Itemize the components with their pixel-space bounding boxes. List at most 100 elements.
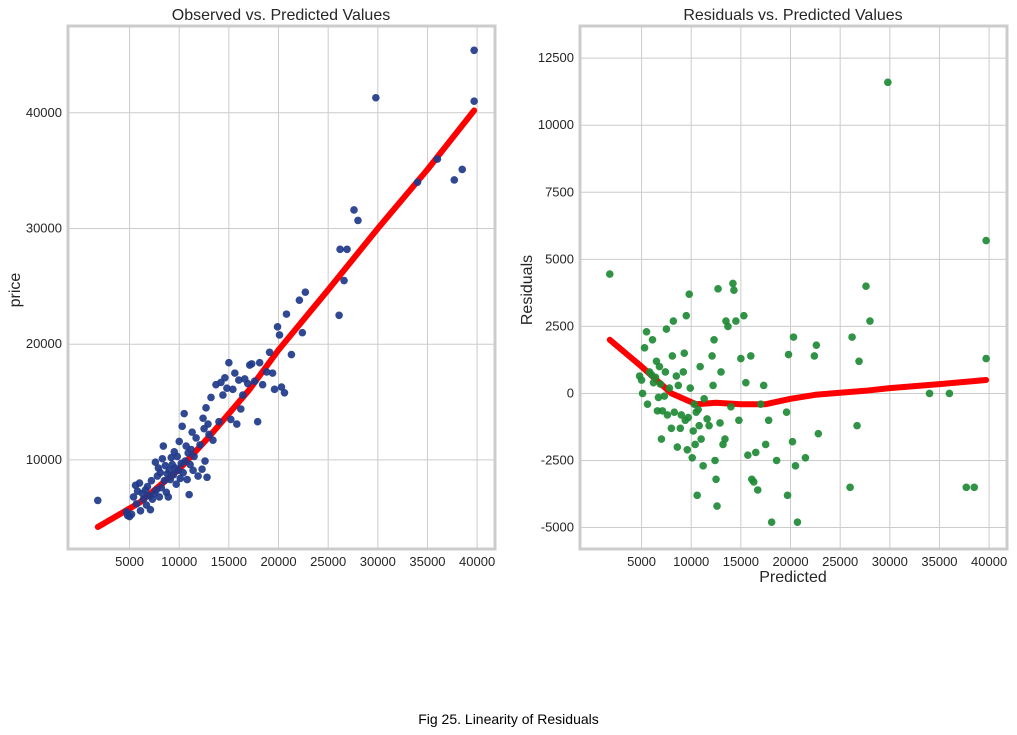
data-point: [783, 491, 792, 500]
data-point: [643, 400, 652, 408]
data-point: [605, 270, 614, 278]
data-point: [721, 435, 729, 443]
gridlines: [68, 26, 495, 549]
x-tick-label: 25000: [310, 554, 346, 569]
data-point: [175, 437, 184, 446]
data-point: [848, 333, 856, 341]
data-point: [759, 381, 768, 390]
data-point: [209, 436, 217, 445]
data-point: [93, 496, 102, 505]
y-tick-label: 5000: [545, 251, 574, 266]
data-point: [782, 408, 791, 417]
data-point: [201, 457, 209, 465]
data-point: [735, 416, 743, 425]
data-point: [132, 500, 141, 508]
data-point: [703, 415, 711, 423]
data-point: [793, 518, 802, 526]
scatter-points: [93, 46, 478, 521]
data-point: [695, 421, 703, 430]
data-point: [233, 420, 241, 428]
data-point: [336, 245, 344, 254]
data-point: [160, 476, 169, 485]
x-tick-labels: 5000 10000 15000 20000 25000 30000 35000 40000: [115, 554, 495, 569]
data-point: [884, 78, 892, 87]
data-point: [697, 435, 705, 443]
y-axis-label: Residuals: [519, 255, 536, 325]
chart-title: Residuals vs. Predicted Values: [683, 7, 902, 24]
data-point: [694, 405, 702, 414]
residuals-vs-predicted-panel: Residuals vs. Predicted Values 5000 10000…: [519, 7, 1009, 586]
data-point: [682, 311, 691, 320]
data-point: [148, 495, 157, 504]
data-point: [784, 350, 793, 359]
data-point: [280, 388, 289, 397]
data-point: [801, 454, 810, 462]
data-point: [642, 327, 651, 336]
data-point: [215, 417, 223, 426]
data-point: [714, 285, 722, 293]
data-point: [273, 323, 282, 331]
data-point: [255, 358, 264, 367]
y-tick-labels: 10000 20000 30000 40000: [26, 105, 62, 467]
data-point: [814, 429, 823, 438]
data-point: [686, 384, 695, 392]
data-point: [157, 483, 166, 492]
data-point: [219, 391, 227, 399]
data-point: [202, 404, 210, 412]
data-point: [749, 478, 758, 486]
data-point: [684, 413, 693, 422]
data-point: [178, 422, 186, 431]
data-point: [147, 476, 156, 485]
data-point: [253, 417, 262, 426]
x-tick-label: 30000: [872, 554, 908, 569]
fit-line: [606, 336, 990, 408]
data-point: [205, 430, 213, 439]
data-point: [665, 384, 674, 392]
x-tick-label: 10000: [161, 554, 197, 569]
data-point: [742, 378, 750, 387]
data-point: [221, 373, 229, 382]
data-point: [470, 97, 478, 106]
data-point: [186, 460, 194, 469]
data-point: [187, 445, 195, 454]
data-point: [685, 290, 694, 299]
data-point: [298, 328, 307, 337]
data-point: [450, 176, 459, 184]
data-point: [656, 380, 665, 388]
data-point: [247, 360, 256, 368]
data-point: [740, 311, 748, 320]
data-point: [164, 493, 173, 501]
data-point: [231, 369, 239, 377]
data-point: [651, 373, 660, 382]
data-point: [229, 385, 237, 394]
data-point: [737, 354, 745, 363]
data-point: [198, 465, 206, 473]
data-point: [176, 474, 185, 483]
data-point: [724, 322, 732, 331]
data-point: [667, 424, 676, 433]
data-point: [810, 352, 819, 360]
data-point: [196, 441, 204, 449]
data-point: [732, 317, 740, 325]
data-point: [753, 486, 762, 494]
data-point: [648, 336, 657, 344]
data-point: [169, 471, 178, 479]
data-point: [661, 368, 670, 376]
x-tick-label: 35000: [921, 554, 957, 569]
data-point: [227, 415, 235, 424]
data-point: [225, 358, 233, 367]
data-point: [190, 452, 198, 461]
data-point: [688, 454, 697, 462]
data-point: [669, 317, 678, 325]
data-point: [655, 362, 664, 371]
data-point: [433, 155, 442, 163]
y-tick-label: 2500: [545, 318, 574, 333]
y-tick-label: -5000: [541, 520, 574, 535]
data-point: [270, 385, 279, 394]
data-point: [970, 483, 979, 492]
x-tick-label: 40000: [459, 554, 495, 569]
data-point: [238, 391, 247, 399]
data-point: [772, 456, 781, 465]
data-point: [207, 393, 215, 402]
plot-frame: [66, 24, 497, 551]
